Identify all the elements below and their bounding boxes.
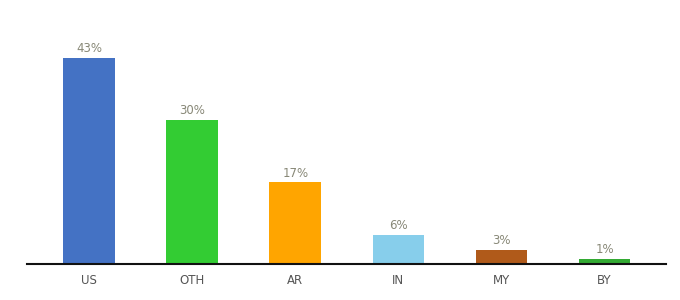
Text: 17%: 17% (282, 167, 308, 179)
Bar (579, 259, 630, 264)
Text: 43%: 43% (76, 42, 102, 55)
Bar (476, 250, 527, 264)
Bar (63, 58, 115, 264)
Text: 30%: 30% (180, 104, 205, 117)
Bar (269, 182, 321, 264)
Bar (373, 235, 424, 264)
Text: 3%: 3% (492, 234, 511, 247)
Bar (167, 120, 218, 264)
Text: 1%: 1% (595, 243, 614, 256)
Text: 6%: 6% (389, 219, 408, 232)
